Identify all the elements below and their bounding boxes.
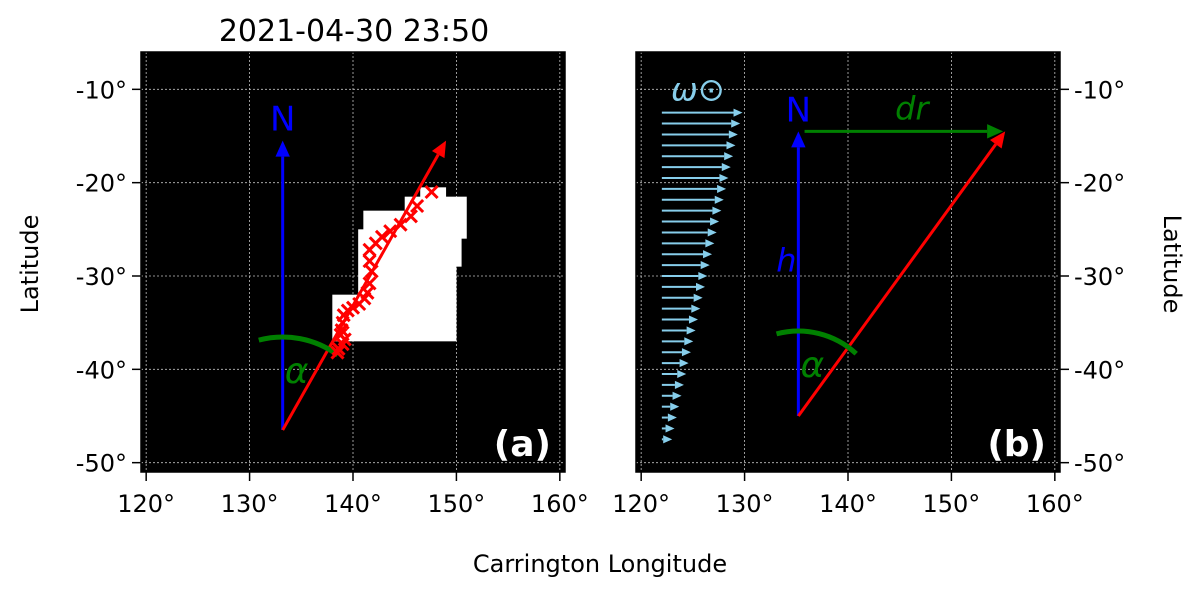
north-label: N	[270, 100, 295, 140]
marker-stroke	[334, 323, 349, 338]
data-point-marker	[331, 341, 346, 356]
tilt-arrow-head	[431, 140, 447, 159]
marker-stroke	[410, 198, 425, 214]
y-tick-label: -20°	[76, 170, 127, 198]
north-arrow-head	[791, 131, 806, 148]
rotation-arrow-head	[719, 173, 729, 183]
omega-label: ω⊙	[671, 71, 725, 109]
rotation-arrow-head	[721, 163, 731, 172]
x-tick-label: 120°	[612, 490, 670, 518]
x-tick-label: 130°	[716, 490, 774, 518]
data-point-marker	[362, 254, 377, 269]
rotation-arrow-head	[712, 206, 722, 215]
panel-a: Nα 120° 130° 140° 150° 160° -10° -20° -30° -40° -5…	[76, 51, 589, 518]
marker-stroke	[393, 217, 408, 232]
data-point-marker	[364, 264, 379, 279]
panel-b: ω⊙ N dr h α 120° 130° 140° 150° 160° -10° -20° -30° -…	[612, 51, 1125, 518]
tilt-arrow-head	[989, 131, 1006, 149]
data-point-marker	[362, 242, 377, 257]
y-tick-label: -30°	[76, 263, 127, 291]
data-point-marker	[424, 184, 439, 200]
rotation-arrow-head	[665, 424, 675, 433]
rotation-arrow-head	[703, 250, 713, 259]
rotation-arrow-head	[667, 413, 677, 422]
y-tick-label: -10°	[76, 76, 127, 104]
rotation-arrow-head	[679, 359, 689, 368]
chart-title: 2021-04-30 23:50	[219, 14, 489, 49]
data-point-marker	[334, 323, 349, 338]
marker-stroke	[383, 224, 398, 239]
north-arrow-head	[275, 140, 290, 157]
x-tick-label: 140°	[819, 490, 877, 518]
rotation-arrow-head	[698, 271, 708, 281]
dr-arrow-head	[987, 124, 1004, 139]
alpha-arc	[775, 328, 858, 356]
panel-label: (b)	[987, 424, 1046, 465]
rotation-arrow-head	[717, 184, 727, 193]
y-tick-label: -50°	[76, 450, 127, 478]
rotation-arrow-head	[726, 141, 736, 150]
rotation-arrow-head	[693, 293, 703, 302]
rotation-arrow-head	[681, 348, 691, 357]
rotation-arrow-head	[728, 130, 738, 139]
alpha-label: α	[285, 351, 309, 392]
alpha-arc	[258, 334, 340, 358]
marker-stroke	[362, 276, 377, 291]
y-axis-label-right: Latitude	[1158, 215, 1186, 314]
rotation-arrow-head	[691, 304, 701, 313]
rotation-arrow-head	[677, 369, 687, 379]
y-tick-label: -40°	[1074, 356, 1125, 384]
rotation-arrow-head	[714, 195, 724, 204]
y-axis-label-left: Latitude	[16, 215, 44, 314]
rotation-arrow-head	[686, 326, 696, 335]
marker-stroke	[362, 242, 377, 257]
data-point-marker	[410, 198, 425, 214]
rotation-arrow-head	[663, 435, 673, 444]
alpha-label: α	[800, 345, 824, 386]
tilt-arrow-shaft	[797, 143, 997, 417]
rotation-arrow-head	[731, 119, 741, 128]
rotation-arrow-head	[672, 391, 682, 400]
x-tick-label: 130°	[221, 490, 279, 518]
rotation-arrow-head	[705, 239, 715, 248]
rotation-arrow-head	[670, 402, 680, 411]
rotation-arrow-head	[707, 228, 717, 237]
rotation-arrow-head	[674, 380, 684, 389]
h-label: h	[776, 241, 796, 279]
rotation-arrow-head	[700, 261, 710, 270]
x-tick-label: 150°	[923, 490, 981, 518]
marker-stroke	[424, 184, 439, 200]
rotation-arrow-head	[684, 337, 694, 346]
y-tick-label: -30°	[1074, 263, 1125, 291]
x-tick-label: 140°	[324, 490, 382, 518]
marker-stroke	[364, 264, 379, 279]
marker-stroke	[331, 341, 346, 356]
data-point-marker	[393, 217, 408, 232]
y-tick-label: -20°	[1074, 170, 1125, 198]
north-label: N	[786, 90, 811, 130]
marker-stroke	[362, 254, 377, 269]
data-point-marker	[383, 224, 398, 239]
rotation-arrow-head	[688, 315, 698, 324]
marker-stroke	[330, 345, 345, 360]
x-tick-label: 160°	[1026, 490, 1084, 518]
y-tick-label: -40°	[76, 356, 127, 384]
x-tick-label: 160°	[531, 490, 589, 518]
rotation-arrow-head	[710, 217, 720, 226]
rotation-arrow-head	[724, 152, 734, 161]
x-tick-label: 150°	[428, 490, 486, 518]
dr-label: dr	[895, 89, 930, 127]
y-tick-label: -10°	[1074, 76, 1125, 104]
rotation-arrow-head	[733, 108, 743, 117]
x-axis-label: Carrington Longitude	[473, 550, 727, 578]
panel-label: (a)	[494, 424, 551, 465]
rotation-arrow-head	[696, 282, 706, 291]
x-tick-label: 120°	[117, 490, 175, 518]
data-point-marker	[330, 345, 345, 360]
y-tick-label: -50°	[1074, 450, 1125, 478]
